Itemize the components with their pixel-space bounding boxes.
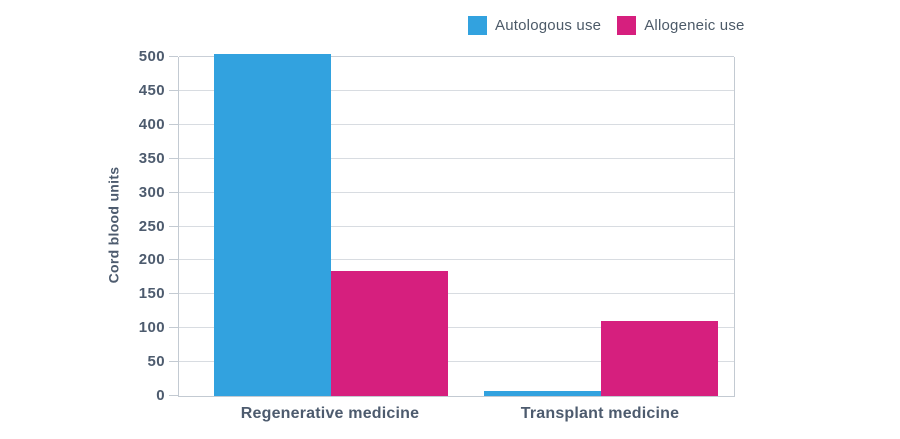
y-tick-label-350: 350 (138, 149, 165, 167)
legend-item-autologous-use: Autologous use (468, 16, 601, 35)
bar-transplant-medicine-allogeneic-use (601, 321, 718, 396)
legend-swatch-icon (617, 16, 637, 35)
y-axis-tick-50 (169, 361, 178, 363)
y-axis-tick-200 (169, 259, 178, 261)
gridline-500 (179, 56, 734, 57)
y-tick-label-250: 250 (138, 217, 165, 235)
y-tick-label-400: 400 (138, 115, 165, 133)
gridline-400 (179, 123, 734, 125)
legend-label: Allogeneic use (644, 17, 745, 34)
y-axis-tick-350 (169, 157, 178, 159)
chart-legend: Autologous use Allogeneic use (468, 16, 745, 35)
gridline-100 (179, 327, 734, 329)
gridline-200 (179, 259, 734, 261)
y-tick-label-50: 50 (147, 353, 165, 371)
y-tick-label-500: 500 (138, 48, 165, 65)
y-axis-tick-150 (169, 293, 178, 295)
y-tick-label-0: 0 (156, 387, 165, 404)
y-tick-label-200: 200 (138, 251, 165, 269)
y-axis-tick-250 (169, 225, 178, 227)
gridline-300 (179, 191, 734, 193)
legend-swatch-icon (468, 16, 487, 35)
legend-label: Autologous use (495, 17, 602, 34)
gridline-150 (179, 293, 734, 295)
y-axis-tick-300 (169, 191, 178, 193)
x-category-label-regenerative-medicine: Regenerative medicine (240, 405, 420, 422)
gridline-450 (179, 89, 734, 91)
y-tick-label-300: 300 (138, 183, 165, 201)
gridline-50 (179, 361, 734, 363)
y-axis-tick-500 (169, 56, 178, 57)
bar-regenerative-medicine-allogeneic-use (331, 271, 448, 396)
gridline-250 (179, 225, 734, 227)
y-tick-label-100: 100 (138, 319, 165, 337)
gridline-350 (179, 157, 734, 159)
y-axis-tick-0 (169, 395, 178, 396)
plot-area (169, 53, 735, 397)
y-tick-label-450: 450 (138, 81, 165, 99)
x-category-label-transplant-medicine: Transplant medicine (520, 405, 680, 422)
y-tick-label-150: 150 (138, 285, 165, 303)
y-axis-tick-100 (169, 327, 178, 329)
legend-item-allogeneic-use: Allogeneic use (617, 16, 744, 35)
y-axis-tick-400 (169, 123, 178, 125)
bar-transplant-medicine-autologous-use (484, 390, 601, 396)
bar-regenerative-medicine-autologous-use (214, 53, 331, 396)
y-axis-tick-450 (169, 89, 178, 91)
